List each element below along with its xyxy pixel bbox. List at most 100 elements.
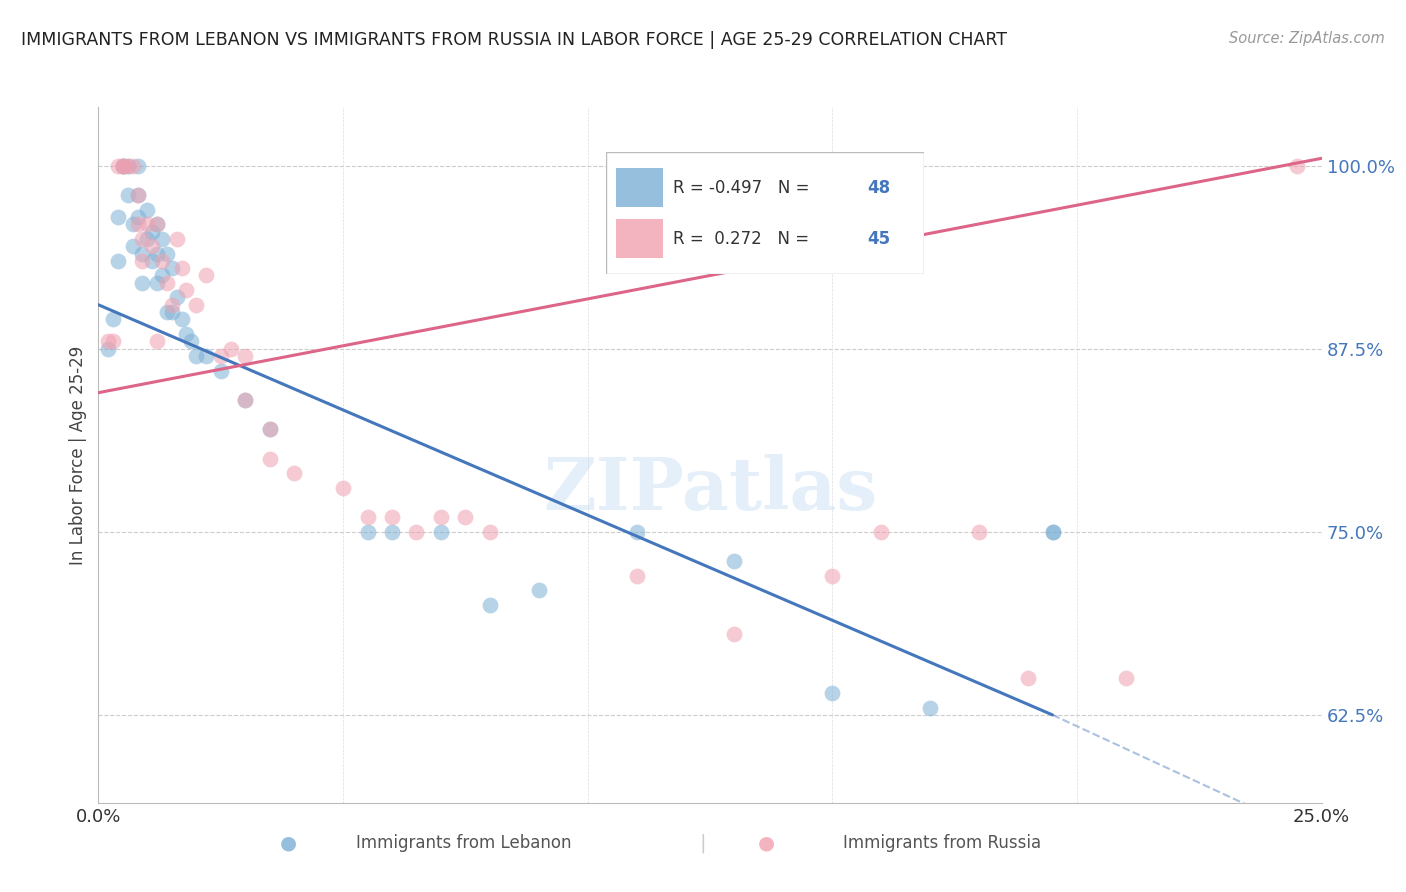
Point [381,524,404,539]
Point [127,188,149,202]
Point [131,246,153,260]
Point [283,467,305,481]
Point [131,253,153,268]
Point [117,188,139,202]
Text: Immigrants from Lebanon: Immigrants from Lebanon [356,834,572,852]
Point [127,188,149,202]
Point [141,239,163,253]
Point [170,261,193,276]
Point [233,392,256,407]
Point [233,392,256,407]
Point [146,246,169,260]
Point [166,290,188,304]
Point [1042,524,1064,539]
Text: Immigrants from Russia: Immigrants from Russia [844,834,1040,852]
Point [111,159,134,173]
Text: Source: ZipAtlas.com: Source: ZipAtlas.com [1229,31,1385,46]
Point [150,268,173,283]
Point [176,283,198,297]
Point [136,232,159,246]
Point [233,349,256,363]
Point [111,159,134,173]
Point [478,598,501,612]
Point [156,305,179,319]
Point [141,253,163,268]
Text: ZIPatlas: ZIPatlas [543,454,877,525]
Point [101,312,124,326]
Point [156,246,179,260]
Point [156,276,179,290]
Point [356,510,378,524]
Point [111,159,134,173]
Point [136,202,159,217]
Point [259,422,281,436]
Point [131,276,153,290]
Point [131,232,153,246]
Point [101,334,124,349]
Point [166,232,188,246]
Point [1042,524,1064,539]
Point [209,349,232,363]
Point [170,312,193,326]
Point [136,217,159,231]
Point [626,568,648,582]
Point [1286,159,1309,173]
Point [107,253,129,268]
Point [186,298,208,312]
Point [454,510,477,524]
Point [117,159,139,173]
Point [176,327,198,342]
Point [141,225,163,239]
Point [107,159,129,173]
Point [405,524,427,539]
Point [111,159,134,173]
Point [1115,671,1137,685]
Point [97,342,120,356]
Text: |: | [700,833,706,853]
Point [150,253,173,268]
Point [527,583,550,598]
Point [121,159,143,173]
Point [723,627,745,641]
Point [430,524,453,539]
Point [626,524,648,539]
Point [127,159,149,173]
Point [821,568,844,582]
Point [332,481,354,495]
Point [430,510,453,524]
Point [723,554,745,568]
Point [121,239,143,253]
Point [146,217,169,231]
Point [195,349,218,363]
Point [150,232,173,246]
Y-axis label: In Labor Force | Age 25-29: In Labor Force | Age 25-29 [69,345,87,565]
Point [117,159,139,173]
Point [821,686,844,700]
Point [97,334,120,349]
Point [180,334,202,349]
Point [146,217,169,231]
Point [1017,671,1039,685]
Point [195,268,218,283]
Point [967,524,990,539]
Point [219,342,242,356]
Point [381,510,404,524]
Point [259,451,281,466]
Text: IMMIGRANTS FROM LEBANON VS IMMIGRANTS FROM RUSSIA IN LABOR FORCE | AGE 25-29 COR: IMMIGRANTS FROM LEBANON VS IMMIGRANTS FR… [21,31,1007,49]
Point [478,524,501,539]
Point [107,210,129,224]
Point [160,305,183,319]
Point [146,276,169,290]
Point [259,422,281,436]
Point [127,217,149,231]
Point [920,700,942,714]
Point [160,298,183,312]
Text: ●: ● [758,833,775,853]
Point [870,524,893,539]
Point [356,524,378,539]
Point [121,217,143,231]
Point [209,364,232,378]
Point [146,334,169,349]
Point [186,349,208,363]
Point [127,210,149,224]
